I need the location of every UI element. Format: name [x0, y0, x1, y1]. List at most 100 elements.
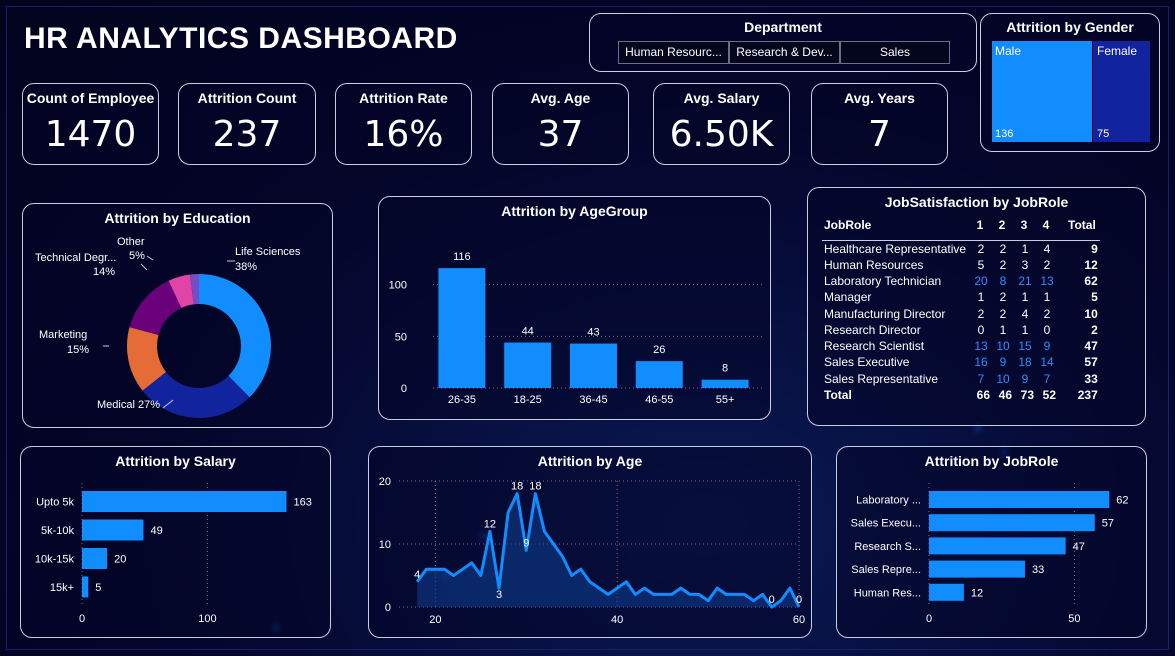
count-cell: 0	[977, 322, 985, 337]
count-cell: 20	[974, 273, 988, 288]
table-row[interactable]: Healthcare Representative 2 2 1 4 9	[822, 239, 1100, 257]
dashboard-title: HR ANALYTICS DASHBOARD	[24, 22, 458, 55]
data-label: 49	[150, 525, 162, 537]
treemap-tile-female[interactable]: Female 75	[1093, 41, 1150, 142]
education-donut-chart: Life Sciences 38% Medical 27% Marketing 15% T…	[35, 236, 301, 418]
glow-dot	[975, 425, 981, 431]
data-label: 0	[769, 594, 775, 606]
department-option-hr[interactable]: Human Resourc...	[618, 41, 729, 64]
table-row[interactable]: Sales Representative 7 10 9 7 33	[822, 371, 1100, 387]
y-tick-label: Upto 5k	[36, 497, 74, 509]
gender-panel: Attrition by Gender Male 136 Female 75	[980, 13, 1160, 152]
kpi-label: Attrition Count	[197, 90, 297, 106]
jobrole-cell: Manufacturing Director	[824, 306, 946, 321]
total-cell: 10	[1084, 306, 1098, 321]
jobrole-cell: Laboratory Technician	[824, 273, 942, 288]
data-label: 18	[511, 481, 523, 493]
donut-slice[interactable]	[126, 327, 167, 391]
count-cell: 1	[1043, 290, 1051, 305]
count-cell: 14	[1040, 355, 1054, 370]
x-tick-label: 100	[198, 613, 216, 625]
data-label: 3	[496, 589, 502, 601]
data-label: 12	[484, 518, 496, 530]
y-tick-label: 10k-15k	[35, 554, 75, 566]
bar[interactable]	[82, 519, 144, 541]
age-title: Attrition by Age	[537, 453, 643, 469]
bar[interactable]	[929, 560, 1025, 578]
data-label: 5	[95, 582, 101, 594]
slice-label: Technical Degr...	[35, 252, 116, 264]
kpi-attrition-count: Attrition Count 237	[178, 83, 316, 165]
education-panel: Attrition by Education Life Sciences 38% M…	[22, 203, 333, 428]
bar[interactable]	[929, 583, 964, 601]
count-cell: 3	[1021, 257, 1029, 272]
total-cell: 9	[1058, 239, 1100, 257]
department-title: Department	[744, 19, 822, 35]
table-row[interactable]: Human Resources 5 2 3 2 12	[822, 257, 1100, 273]
column-header[interactable]: 4	[1042, 218, 1050, 233]
count-cell: 1	[1021, 290, 1029, 305]
bar[interactable]	[635, 361, 683, 388]
data-label: 43	[587, 327, 599, 339]
table-row[interactable]: Manager 1 2 1 1 5	[822, 289, 1100, 305]
bar[interactable]	[438, 268, 486, 388]
kpi-value: 7	[868, 114, 891, 155]
donut-slice[interactable]	[168, 274, 194, 308]
kpi-value: 1470	[44, 114, 137, 155]
kpi-attrition-rate: Attrition Rate 16%	[335, 83, 472, 165]
donut-slice[interactable]	[129, 280, 182, 336]
total-cell: 73	[1020, 388, 1034, 403]
jobrole-cell: Human Resources	[824, 257, 924, 272]
y-tick-label: 100	[389, 280, 407, 292]
department-option-rnd[interactable]: Research & Dev...	[729, 41, 840, 64]
y-tick-label: 50	[395, 331, 407, 343]
count-cell: 9	[1043, 339, 1051, 354]
y-tick-label: Laboratory ...	[856, 495, 921, 507]
data-label: 8	[722, 363, 728, 375]
column-header[interactable]: 2	[998, 218, 1006, 233]
table-row[interactable]: Research Director 0 1 1 0 2	[822, 322, 1100, 338]
count-cell: 9	[999, 355, 1007, 370]
donut-slice[interactable]	[199, 274, 271, 398]
column-header[interactable]: 1	[976, 218, 984, 233]
count-cell: 4	[1021, 306, 1029, 321]
count-cell: 16	[974, 355, 988, 370]
table-row[interactable]: Laboratory Technician 20 8 21 13 62	[822, 273, 1100, 289]
bar[interactable]	[82, 491, 287, 512]
count-cell: 2	[992, 239, 1014, 257]
count-cell: 18	[1018, 355, 1032, 370]
column-header[interactable]: JobRole	[824, 218, 872, 233]
data-label: 116	[453, 251, 471, 263]
bar[interactable]	[929, 514, 1095, 532]
bar[interactable]	[570, 343, 617, 388]
x-tick-label: 60	[793, 614, 805, 626]
count-cell: 1	[1014, 239, 1036, 257]
education-title: Attrition by Education	[104, 210, 251, 226]
column-header[interactable]: Total	[1068, 218, 1096, 233]
data-label: 20	[114, 554, 126, 566]
total-label: Total	[824, 388, 852, 403]
department-option-sales[interactable]: Sales	[840, 41, 950, 64]
count-cell: 13	[974, 339, 988, 354]
bar[interactable]	[929, 491, 1110, 508]
y-tick-label: 0	[401, 383, 407, 395]
bar[interactable]	[82, 576, 89, 598]
bar[interactable]	[504, 342, 552, 388]
donut-slice[interactable]	[142, 372, 250, 418]
series-line	[415, 492, 801, 609]
slice-label: Other	[117, 236, 145, 248]
bar[interactable]	[701, 379, 749, 388]
table-row[interactable]: Sales Executive 16 9 18 14 57	[822, 354, 1100, 370]
total-cell: 5	[1091, 290, 1098, 305]
y-tick-label: Research S...	[854, 541, 921, 553]
column-header[interactable]: 3	[1020, 218, 1028, 233]
table-row[interactable]: Research Scientist 13 10 15 9 47	[822, 338, 1100, 354]
kpi-label: Avg. Salary	[683, 90, 760, 106]
treemap-tile-male[interactable]: Male 136	[992, 41, 1092, 142]
kpi-label: Avg. Years	[844, 90, 915, 106]
bar[interactable]	[929, 537, 1066, 555]
agegroup-title: Attrition by AgeGroup	[501, 203, 648, 219]
donut-slice[interactable]	[190, 274, 199, 305]
bar[interactable]	[82, 548, 108, 569]
table-row[interactable]: Manufacturing Director 2 2 4 2 10	[822, 305, 1100, 321]
